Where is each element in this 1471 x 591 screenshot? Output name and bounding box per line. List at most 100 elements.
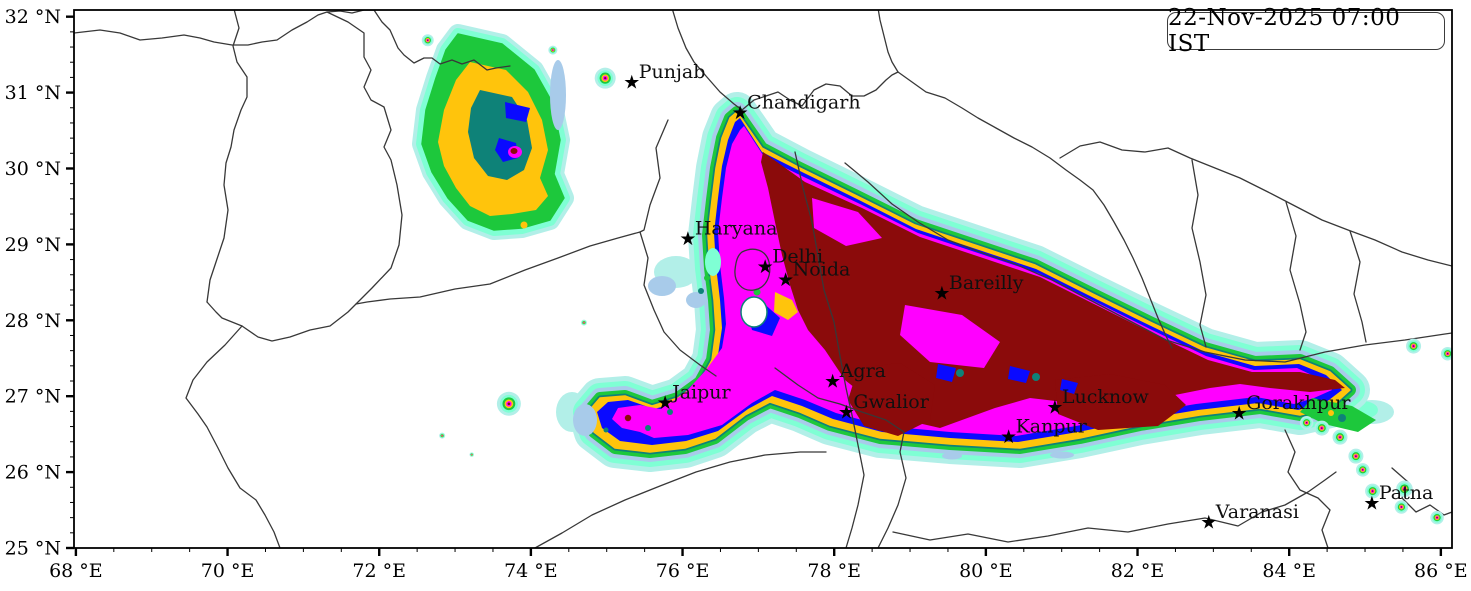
- city-star-haryana: ★: [679, 228, 696, 250]
- boundary-line: [794, 151, 865, 548]
- fog-speck: [624, 414, 632, 422]
- boundary-line: [326, 11, 403, 305]
- fog-patch: [648, 276, 676, 296]
- fog-cell-ring: [1400, 506, 1403, 508]
- fog-speck: [698, 288, 704, 294]
- fog-speck: [603, 427, 609, 433]
- x-tick-label: 86 °E: [1414, 560, 1468, 582]
- fog-magenta-intrusion: [900, 305, 1000, 368]
- y-tick-label: 26 °N: [5, 462, 61, 484]
- nw-blob-lightblue: [550, 60, 566, 130]
- city-label-agra: Agra: [839, 360, 886, 382]
- fog-core-patch: [848, 363, 935, 436]
- city-star-varanasi: ★: [1200, 512, 1217, 534]
- city-label-kanpur: Kanpur: [1016, 415, 1088, 437]
- fog-magenta-intrusion: [812, 198, 882, 246]
- fog-speck: [1338, 414, 1346, 422]
- city-label-haryana: Haryana: [695, 217, 778, 239]
- fog-speck: [956, 369, 964, 377]
- city-label-varanasi: Varanasi: [1215, 501, 1299, 523]
- boundary-line: [741, 71, 899, 111]
- fog-speck: [704, 275, 710, 281]
- plot-frame: [73, 9, 1453, 549]
- nw-blob-speck: [510, 148, 518, 154]
- city-star-patna: ★: [1363, 493, 1380, 515]
- y-tick-label: 30 °N: [5, 158, 61, 180]
- nw-blob-speck: [520, 221, 528, 229]
- boundary-line: [1059, 141, 1452, 267]
- city-label-chandigarh: Chandigarh: [747, 91, 860, 113]
- y-tick-label: 28 °N: [5, 310, 61, 332]
- y-tick-label: 27 °N: [5, 386, 61, 408]
- fog-cell-ring: [1436, 516, 1438, 519]
- y-tick-label: 25 °N: [5, 538, 61, 560]
- city-label-patna: Patna: [1379, 482, 1433, 504]
- boundary-line: [1349, 230, 1367, 343]
- fog-speck: [774, 292, 798, 320]
- x-tick-label: 76 °E: [656, 560, 710, 582]
- fog-speck: [1008, 366, 1030, 383]
- city-star-punjab: ★: [623, 71, 640, 93]
- city-markers: ★Punjab★Chandigarh★Haryana★Delhi★Noida★B…: [623, 61, 1433, 534]
- fog-clear-hole: [740, 296, 768, 328]
- fog-patch: [1050, 451, 1074, 459]
- boundary-line: [74, 10, 511, 71]
- city-label-lucknow: Lucknow: [1062, 386, 1150, 408]
- x-axis: 68 °E 70 °E 72 °E 74 °E 76 °E 78 °E 80 °E 82 °E…: [49, 548, 1468, 582]
- fog-cells: [421, 34, 1452, 525]
- boundary-line: [897, 71, 1173, 349]
- fog-core-darkred: [761, 152, 1345, 428]
- fog-patch: [942, 452, 962, 460]
- fog-speck: [1328, 410, 1334, 416]
- y-tick-label: 31 °N: [5, 82, 61, 104]
- city-star-gorakhpur: ★: [1231, 402, 1248, 424]
- boundary-line: [1191, 159, 1207, 348]
- city-star-bareilly: ★: [933, 282, 950, 304]
- boundary-line: [877, 10, 899, 73]
- x-tick-label: 82 °E: [1111, 560, 1165, 582]
- city-star-delhi: ★: [757, 256, 774, 278]
- fog-cell-ring: [1305, 422, 1308, 424]
- boundary-line: [639, 119, 717, 377]
- fog-contour-field: [412, 24, 1394, 472]
- fog-patch: [705, 248, 721, 276]
- fog-cell-ring: [1320, 427, 1323, 429]
- fog-cell-ring: [1339, 436, 1341, 438]
- x-tick-label: 68 °E: [49, 560, 103, 582]
- y-axis: 25 °N 26 °N 27 °N 28 °N 29 °N 30 °N 31 °N 32 °N: [5, 6, 74, 560]
- fog-cell-ring: [583, 322, 585, 323]
- boundary-line: [185, 325, 281, 548]
- x-tick-label: 72 °E: [352, 560, 406, 582]
- boundary-line: [844, 162, 1452, 363]
- city-label-bareilly: Bareilly: [949, 272, 1024, 294]
- boundary-line: [774, 367, 907, 548]
- city-label-gorakhpur: Gorakhpur: [1246, 392, 1351, 414]
- state-boundaries: [74, 10, 1452, 548]
- x-tick-label: 74 °E: [504, 560, 558, 582]
- boundary-line: [206, 10, 248, 303]
- city-star-noida: ★: [777, 269, 794, 291]
- y-tick-label: 29 °N: [5, 234, 61, 256]
- city-star-gwalior: ★: [838, 402, 855, 424]
- fog-patch: [686, 292, 706, 308]
- fog-speck: [936, 364, 956, 382]
- city-star-lucknow: ★: [1046, 396, 1063, 418]
- timestamp-badge: 22-Nov-2025 07:00 IST: [1167, 5, 1445, 57]
- city-star-kanpur: ★: [1000, 426, 1017, 448]
- fog-cell-ring: [1412, 345, 1415, 347]
- nw-blob-speck: [505, 102, 530, 122]
- city-star-jaipur: ★: [657, 392, 674, 414]
- fog-cell-ring: [1446, 352, 1449, 355]
- city-label-punjab: Punjab: [639, 61, 706, 83]
- fog-core-patch: [1055, 374, 1186, 430]
- fog-cell-ring: [1355, 455, 1357, 457]
- boundary-line: [534, 451, 827, 548]
- y-tick-label: 32 °N: [5, 6, 61, 28]
- fog-cell-ring: [1371, 490, 1374, 492]
- fog-cell-ring: [427, 39, 429, 41]
- boundary-line: [1284, 429, 1331, 548]
- timestamp-text: 22-Nov-2025 07:00 IST: [1168, 5, 1401, 57]
- fog-cell-ring: [507, 402, 511, 406]
